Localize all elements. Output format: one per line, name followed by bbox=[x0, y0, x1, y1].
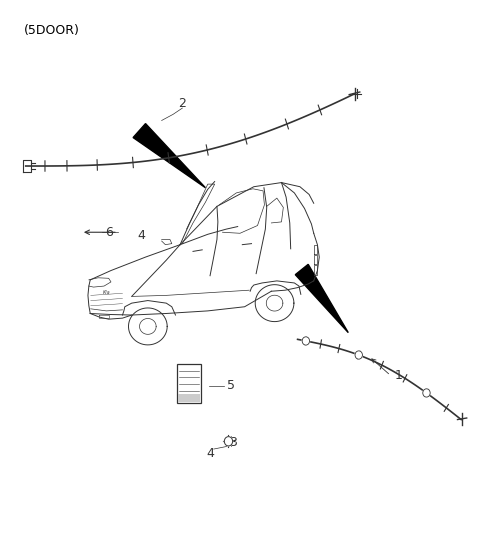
Text: Kia: Kia bbox=[103, 291, 110, 295]
Bar bbox=[177, 364, 201, 403]
Text: 4: 4 bbox=[137, 230, 145, 243]
Circle shape bbox=[302, 337, 310, 345]
Text: 1: 1 bbox=[395, 369, 403, 382]
Circle shape bbox=[355, 351, 362, 359]
Text: (5DOOR): (5DOOR) bbox=[24, 24, 79, 37]
Polygon shape bbox=[295, 264, 348, 333]
Circle shape bbox=[224, 437, 233, 446]
Text: 4: 4 bbox=[206, 447, 214, 460]
Bar bbox=[178, 394, 200, 402]
Polygon shape bbox=[133, 123, 205, 188]
Circle shape bbox=[423, 389, 430, 397]
Text: 2: 2 bbox=[179, 98, 186, 110]
Text: 6: 6 bbox=[105, 226, 113, 239]
Text: 5: 5 bbox=[227, 379, 235, 392]
Text: 3: 3 bbox=[229, 437, 237, 450]
